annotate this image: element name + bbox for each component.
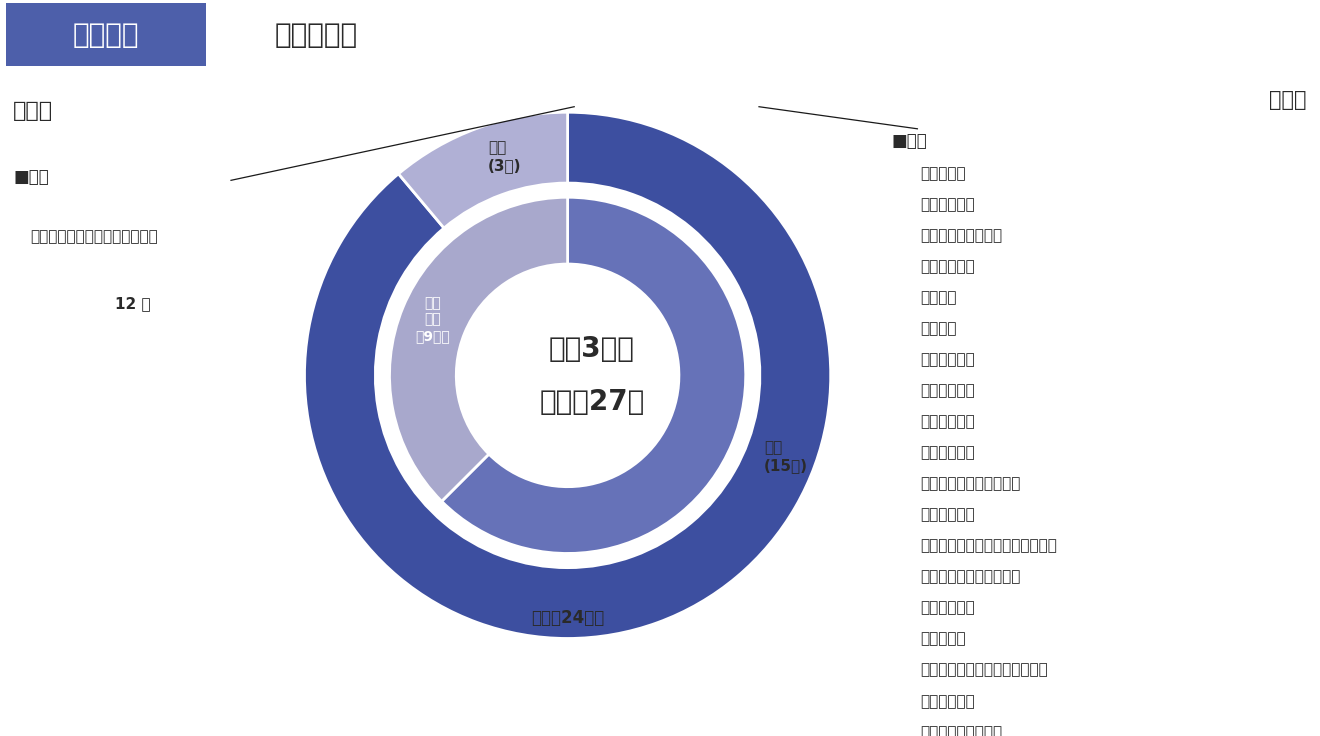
Text: 東八幡平病院: 東八幡平病院 [920,353,975,367]
Text: 進学
(3名): 進学 (3名) [488,141,521,173]
Text: 川久保病院: 川久保病院 [920,166,966,181]
Text: おいかわ内科クリニック: おいかわ内科クリニック [920,477,1020,492]
Text: 准看護学院: 准看護学院 [275,21,358,49]
Text: 谷藤眼科医院: 谷藤眼科医院 [920,601,975,615]
Text: 藤島内科医院: 藤島内科医院 [920,508,975,523]
Wedge shape [399,113,568,228]
Text: ひめかみ病院: ひめかみ病院 [920,414,975,430]
Text: 就職
進学
（9名）: 就職 進学 （9名） [416,297,450,343]
Wedge shape [305,113,830,639]
FancyBboxPatch shape [7,4,206,66]
Text: ■県内: ■県内 [13,168,49,185]
Text: 特別養護老人ホームれいたく園: 特別養護老人ホームれいたく園 [920,662,1048,678]
Wedge shape [442,197,746,553]
Text: 12 名: 12 名 [115,297,150,311]
Text: 進学先: 進学先 [13,101,53,121]
Text: 鶯宿温泉病院: 鶯宿温泉病院 [920,197,975,213]
Text: 高松病院: 高松病院 [920,322,957,336]
Text: 令和3年度: 令和3年度 [549,335,635,363]
Text: 滝沢中央病院: 滝沢中央病院 [920,260,975,275]
Text: 卒業生27名: 卒業生27名 [540,388,644,416]
Text: 盛岡市医師会附属高等看護学院: 盛岡市医師会附属高等看護学院 [30,230,158,244]
Text: 就職
(15名): 就職 (15名) [764,440,808,473]
Text: 駅前おおば脳神経内科クリニック: 駅前おおば脳神経内科クリニック [920,539,1057,553]
Text: 荻野病院: 荻野病院 [920,291,957,305]
Text: 就職（24名）: 就職（24名） [531,609,605,627]
Text: めぐみ幼稚園: めぐみ幼稚園 [920,693,975,709]
Text: 未来の風せいわ病院: 未来の風せいわ病院 [920,228,1002,244]
Text: 盛岡友愛病院: 盛岡友愛病院 [920,383,975,398]
Wedge shape [389,197,568,501]
Text: 鈴木肛門外科・守口内科: 鈴木肛門外科・守口内科 [920,570,1020,584]
Text: くるみの家: くるみの家 [920,631,966,647]
Text: 社会福祉法人慈孝会: 社会福祉法人慈孝会 [920,725,1002,736]
Text: ■県内: ■県内 [891,132,927,149]
Text: 進路情報: 進路情報 [73,21,140,49]
Text: 就職先: 就職先 [1270,91,1307,110]
Text: 近藤眼科医院: 近藤眼科医院 [920,445,975,461]
